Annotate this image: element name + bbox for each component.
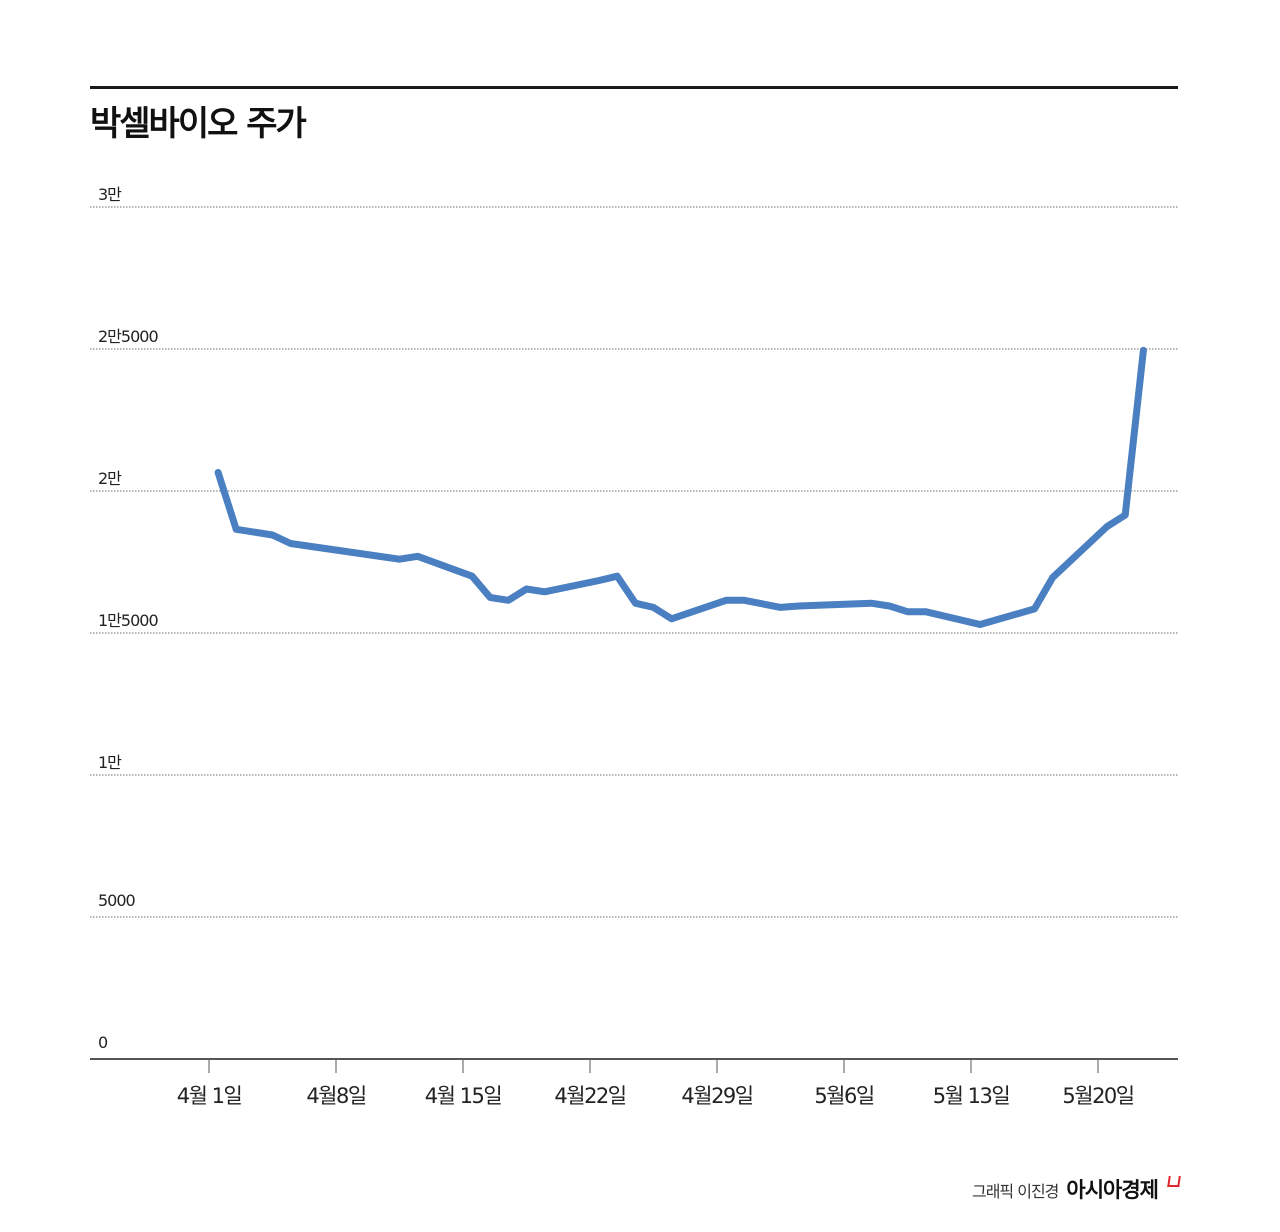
- x-axis: [90, 1058, 1178, 1073]
- x-tick-label: 4월 15일: [424, 1084, 503, 1108]
- y-tick-label: 0: [98, 1033, 108, 1052]
- x-tick-label: 5월6일: [814, 1084, 875, 1108]
- brand-logo: 아시아경제: [1066, 1178, 1159, 1202]
- x-tick-label: 4월 1일: [176, 1084, 243, 1108]
- y-tick-label: 1만5000: [98, 611, 159, 630]
- gridlines: [90, 206, 1178, 918]
- x-tick-label: 4월8일: [306, 1084, 367, 1108]
- chart-title: 박셀바이오 주가: [90, 104, 307, 144]
- y-tick-label: 1만: [98, 753, 122, 772]
- brand-mark-icon: [1167, 1176, 1181, 1187]
- x-tick-label: 5월20일: [1062, 1084, 1135, 1108]
- x-tick-label: 5월 13일: [932, 1084, 1011, 1108]
- title-rule: [90, 86, 1178, 89]
- y-tick-label: 5000: [98, 891, 136, 910]
- price-line: [214, 346, 1147, 628]
- y-tick-label: 2만: [98, 469, 122, 488]
- y-tick-label: 2만5000: [98, 327, 159, 346]
- credit: 그래픽 이진경 아시아경제: [971, 1174, 1181, 1204]
- y-tick-label: 3만: [98, 185, 122, 204]
- x-tick-label: 4월29일: [681, 1084, 754, 1108]
- graphic-credit: 그래픽 이진경: [971, 1182, 1059, 1201]
- x-tick-label: 4월22일: [554, 1084, 627, 1108]
